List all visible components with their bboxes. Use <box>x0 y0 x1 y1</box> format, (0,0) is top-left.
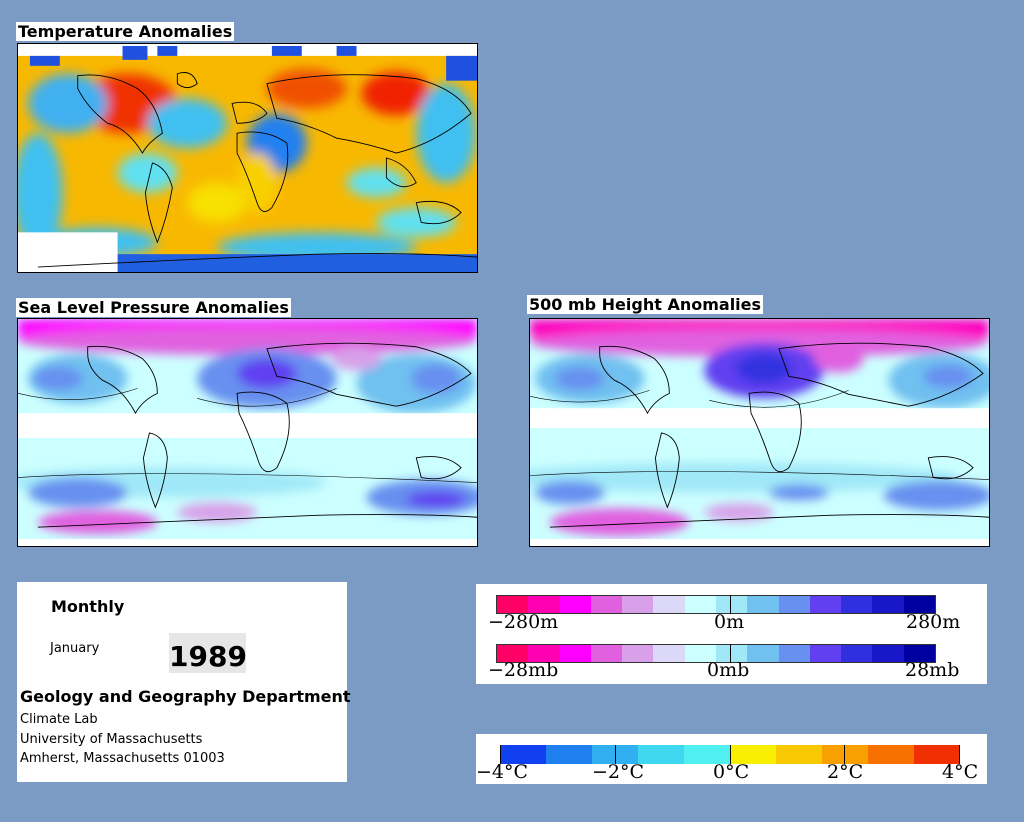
height-scale-mid-tick <box>730 595 731 614</box>
color-swatch <box>841 645 873 662</box>
color-swatch <box>778 645 810 662</box>
color-swatch <box>559 596 591 613</box>
period-label: Monthly <box>51 597 125 616</box>
color-swatch <box>747 645 779 662</box>
temperature-legend: −4°C −2°C 0°C 2°C 4°C <box>476 734 987 784</box>
pressure-mid-label: 0mb <box>707 659 750 681</box>
temp-tick-5 <box>959 745 960 764</box>
color-swatch <box>778 596 810 613</box>
color-swatch <box>809 596 842 613</box>
color-swatch <box>590 645 623 662</box>
university-name: University of Massachusetts <box>20 732 203 747</box>
temp-label-minus2: −2°C <box>592 761 645 783</box>
height-max-label: 280m <box>906 611 961 633</box>
temp-label-0: 0°C <box>713 761 750 783</box>
lab-name: Climate Lab <box>20 712 98 727</box>
temperature-color-scale <box>500 745 960 764</box>
temp-tick-2 <box>615 745 616 764</box>
color-swatch <box>841 596 873 613</box>
year-label: 1989 <box>169 633 247 673</box>
color-swatch <box>872 645 904 662</box>
department-name: Geology and Geography Department <box>20 687 351 706</box>
color-swatch <box>497 645 529 662</box>
color-swatch <box>903 596 935 613</box>
color-swatch <box>497 596 529 613</box>
height-mid-label: 0m <box>714 611 745 633</box>
pressure-max-label: 28mb <box>905 659 960 681</box>
color-swatch <box>622 645 654 662</box>
color-swatch <box>559 645 591 662</box>
color-swatch <box>903 645 935 662</box>
color-swatch <box>622 596 654 613</box>
sea-level-pressure-anomalies-title: Sea Level Pressure Anomalies <box>16 298 291 317</box>
color-swatch <box>872 596 904 613</box>
color-swatch <box>638 745 684 764</box>
color-swatch <box>715 596 748 613</box>
color-swatch <box>715 645 748 662</box>
temp-label-minus4: −4°C <box>476 761 529 783</box>
month-label: January <box>50 641 100 656</box>
color-swatch <box>653 596 685 613</box>
temp-label-4: 4°C <box>942 761 979 783</box>
height-color-scale <box>496 595 936 614</box>
color-swatch <box>914 745 960 764</box>
height-min-label: −280m <box>488 611 559 633</box>
500mb-height-anomalies-title: 500 mb Height Anomalies <box>527 295 764 314</box>
color-swatch <box>500 745 546 764</box>
color-swatch <box>653 645 685 662</box>
color-swatch <box>684 596 716 613</box>
color-swatch <box>747 596 779 613</box>
color-swatch <box>776 745 822 764</box>
temperature-anomalies-title: Temperature Anomalies <box>16 22 235 41</box>
pressure-min-label: −28mb <box>488 659 559 681</box>
color-swatch <box>684 745 730 764</box>
color-swatch <box>868 745 914 764</box>
pressure-color-scale <box>496 644 936 663</box>
color-swatch <box>546 745 592 764</box>
height-pressure-legend: −280m 0m 280m −28mb 0mb 28mb <box>476 584 987 684</box>
sea-level-pressure-anomaly-map <box>17 318 478 547</box>
temp-tick-3 <box>730 745 731 764</box>
500mb-height-anomaly-map <box>529 318 990 547</box>
color-swatch <box>730 745 776 764</box>
color-swatch <box>528 596 560 613</box>
address: Amherst, Massachusetts 01003 <box>20 751 225 766</box>
temp-tick-1 <box>500 745 501 764</box>
color-swatch <box>822 745 868 764</box>
color-swatch <box>528 645 560 662</box>
info-panel: Monthly January 1989 Geology and Geograp… <box>17 582 351 782</box>
temp-tick-4 <box>844 745 845 764</box>
temperature-anomaly-map <box>17 43 478 273</box>
color-swatch <box>809 645 842 662</box>
temp-label-2: 2°C <box>827 761 864 783</box>
pressure-scale-mid-tick <box>730 644 731 663</box>
color-swatch <box>684 645 716 662</box>
color-swatch <box>590 596 623 613</box>
